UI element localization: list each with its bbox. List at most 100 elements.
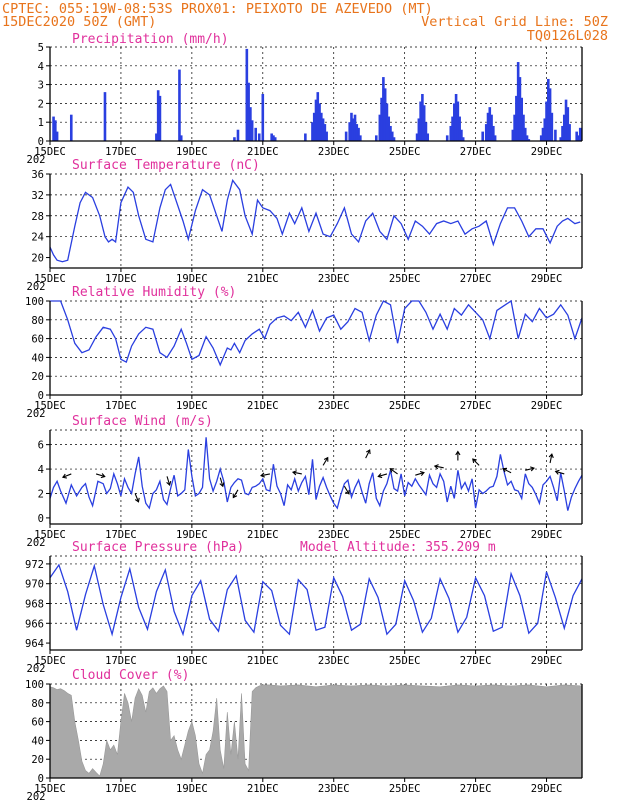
surface-wind-panel: 0 2 4 6 15DEC 17DEC 19DEC 21DEC 23DEC 25DEC 27DEC 2…	[27, 414, 583, 549]
precipitation-bar	[325, 131, 328, 141]
precipitation-bar	[419, 101, 422, 141]
cloud-cover-xtick-label: 27DEC	[460, 783, 492, 795]
cloud-cover-ytick-label: 0	[38, 773, 44, 785]
precipitation-bar	[311, 122, 314, 141]
precipitation-xtick-label: 23DEC	[318, 146, 350, 158]
precipitation-bar	[344, 131, 348, 141]
surface-pressure-title: Surface Pressure (hPa)	[72, 540, 244, 555]
precipitation-bar	[254, 127, 258, 141]
cloud-cover-xtick-label: 15DEC	[34, 783, 66, 795]
precipitation-bar	[374, 135, 378, 141]
wind-arrow-head	[419, 470, 425, 476]
surface-pressure-year-fragment: 202	[27, 663, 46, 675]
surface-temperature-xtick-label: 15DEC	[34, 273, 66, 285]
wind-arrow-head	[219, 482, 225, 488]
precipitation-ytick-label: 0	[38, 136, 44, 148]
precipitation-bar	[312, 112, 316, 141]
wind-arrow-head	[530, 466, 535, 472]
precipitation-bar	[547, 78, 550, 141]
precipitation-panel: 0 1 2 3 4 5 15DEC 17DEC 19DEC 21DEC 23DEC 25DEC 27DE…	[27, 32, 583, 166]
precipitation-bar	[415, 133, 419, 141]
precipitation-xtick-label: 17DEC	[105, 146, 137, 158]
wind-arrow-head	[232, 493, 238, 499]
surface-pressure-xtick-label: 19DEC	[176, 655, 208, 667]
surface-wind-xtick-label: 27DEC	[460, 529, 492, 541]
surface-temperature-ytick-label: 32	[31, 190, 44, 202]
surface-wind-xtick-label: 21DEC	[247, 529, 279, 541]
precipitation-ytick-label: 2	[38, 98, 44, 110]
precipitation-bar	[387, 116, 391, 141]
precipitation-bar	[525, 135, 529, 141]
precipitation-bar	[348, 122, 351, 141]
precipitation-ytick-label: 5	[38, 42, 44, 54]
precipitation-bar	[453, 103, 456, 141]
precipitation-bar	[382, 77, 385, 141]
cloud-cover-xtick-label: 17DEC	[105, 783, 137, 795]
relative-humidity-ytick-label: 20	[31, 371, 44, 383]
precipitation-bar	[69, 114, 73, 141]
precipitation-bar	[392, 137, 396, 141]
precipitation-bar	[562, 114, 566, 141]
wind-arrow-head	[260, 472, 265, 478]
precipitation-bar	[236, 129, 240, 141]
wind-arrow-head	[455, 450, 461, 456]
precipitation-bar	[515, 95, 518, 141]
wind-arrow-shaft	[434, 465, 444, 469]
precipitation-xtick-label: 27DEC	[460, 146, 492, 158]
precipitation-bar	[527, 139, 531, 141]
precipitation-bar	[103, 92, 107, 141]
precipitation-ytick-label: 1	[38, 117, 44, 129]
cloud-cover-ytick-label: 20	[31, 754, 44, 766]
precipitation-bar	[350, 112, 353, 141]
cloud-cover-ytick-label: 80	[31, 698, 44, 710]
wind-arrow-head	[472, 458, 477, 464]
surface-temperature-xtick-label: 23DEC	[318, 273, 350, 285]
precipitation-bar	[513, 114, 516, 141]
precipitation-bar	[545, 101, 548, 141]
surface-wind-title: Surface Wind (m/s)	[72, 414, 213, 429]
surface-wind-xtick-label: 19DEC	[176, 529, 208, 541]
wind-arrow-head	[323, 456, 329, 462]
precipitation-title: Precipitation (mm/h)	[72, 32, 229, 47]
precipitation-bar	[454, 94, 458, 141]
relative-humidity-xtick-label: 23DEC	[318, 400, 350, 412]
surface-pressure-xtick-label: 29DEC	[531, 655, 563, 667]
precipitation-bar	[577, 135, 580, 141]
wind-arrow-shaft	[365, 449, 371, 459]
relative-humidity-xtick-label: 15DEC	[34, 400, 66, 412]
precipitation-bar	[355, 124, 359, 141]
precipitation-bar	[179, 135, 183, 141]
relative-humidity-title: Relative Humidity (%)	[72, 285, 236, 300]
relative-humidity-ytick-label: 100	[25, 296, 44, 308]
precipitation-bar	[511, 129, 515, 141]
precipitation-bar	[516, 62, 520, 141]
cloud-cover-ytick-label: 40	[31, 735, 44, 747]
cloud-cover-title: Cloud Cover (%)	[72, 668, 189, 683]
precipitation-bar	[578, 127, 582, 141]
surface-temperature-xtick-label: 27DEC	[460, 273, 492, 285]
cloud-cover-xtick-label: 23DEC	[318, 783, 350, 795]
wind-arrow-shaft	[166, 476, 171, 486]
precipitation-xtick-label: 21DEC	[247, 146, 279, 158]
precipitation-bar	[250, 120, 254, 141]
wind-arrow-shaft	[62, 473, 72, 478]
precipitation-bar	[249, 107, 252, 141]
surface-temperature-year-fragment: 202	[27, 281, 46, 293]
relative-humidity-line	[50, 299, 583, 367]
precipitation-bar	[523, 127, 527, 141]
precipitation-bar	[383, 88, 387, 141]
surface-wind-xtick-label: 25DEC	[389, 529, 421, 541]
surface-pressure-ytick-label: 964	[25, 638, 44, 650]
precipitation-bar	[541, 127, 545, 141]
precipitation-bar	[543, 118, 547, 141]
precipitation-bar	[522, 114, 525, 141]
precipitation-xtick-label: 19DEC	[176, 146, 208, 158]
precipitation-bar	[357, 127, 360, 141]
surface-pressure-xtick-label: 25DEC	[389, 655, 421, 667]
precipitation-ytick-label: 4	[38, 61, 44, 73]
precipitation-bar	[493, 135, 497, 141]
wind-arrow-shaft	[378, 473, 388, 477]
wind-arrow-shaft	[260, 473, 271, 477]
header-model-id: TQ0126L028	[527, 28, 608, 44]
precipitation-bar	[52, 116, 55, 141]
